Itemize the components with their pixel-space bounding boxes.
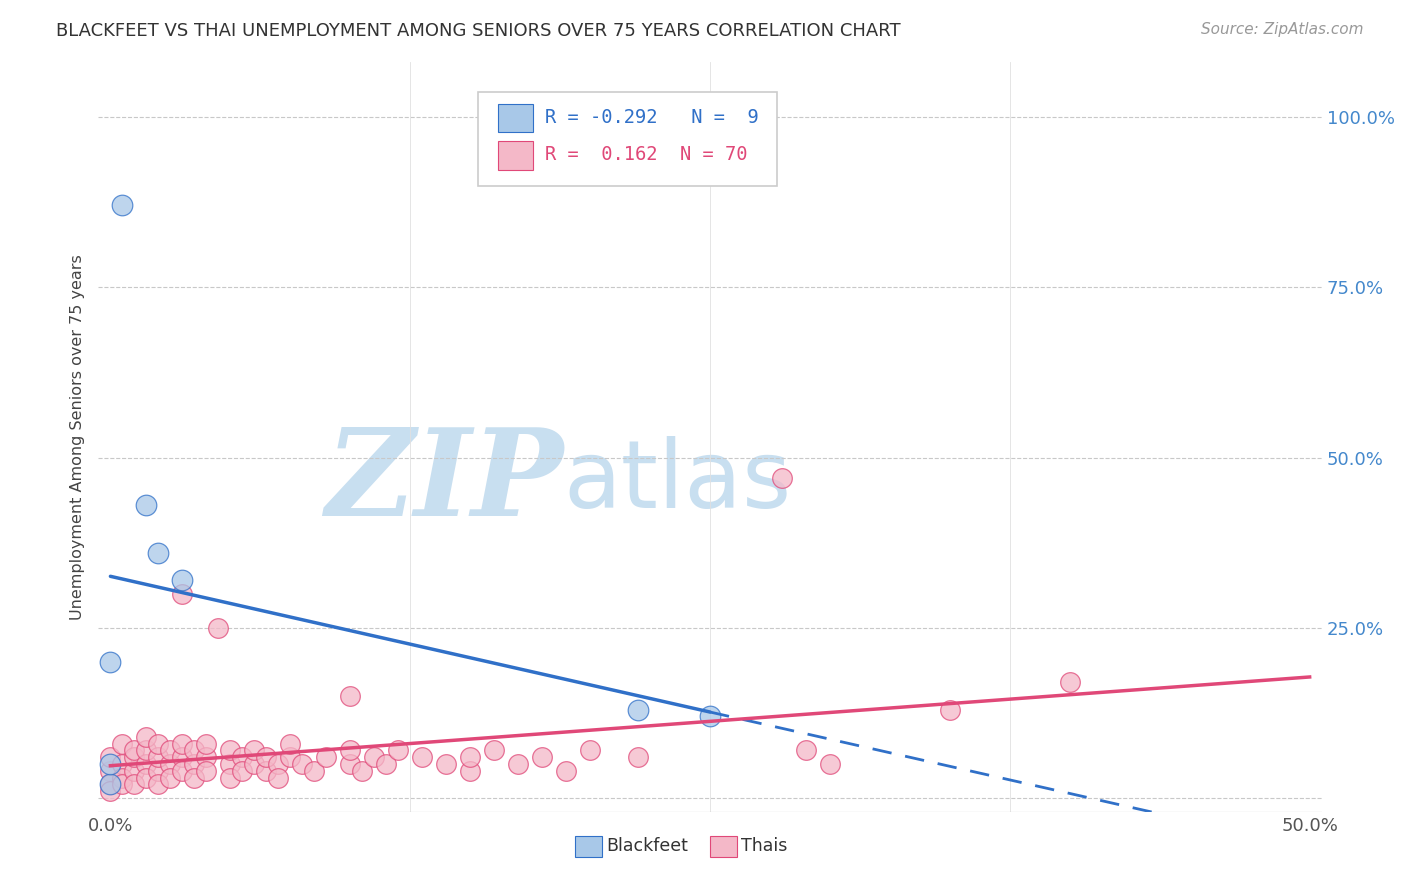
Text: Thais: Thais — [741, 838, 787, 855]
Point — [135, 743, 157, 757]
Point — [135, 730, 157, 744]
Point — [172, 587, 194, 601]
Point — [243, 743, 266, 757]
Point — [531, 750, 554, 764]
Point — [267, 771, 290, 785]
Point — [939, 702, 962, 716]
Point — [458, 750, 481, 764]
Point — [339, 757, 361, 772]
Point — [508, 757, 530, 772]
Point — [699, 709, 721, 723]
Point — [267, 757, 290, 772]
Point — [352, 764, 374, 778]
Point — [183, 757, 205, 772]
Text: BLACKFEET VS THAI UNEMPLOYMENT AMONG SENIORS OVER 75 YEARS CORRELATION CHART: BLACKFEET VS THAI UNEMPLOYMENT AMONG SEN… — [56, 22, 901, 40]
Point — [375, 757, 398, 772]
Point — [207, 621, 229, 635]
Point — [195, 764, 218, 778]
Text: Source: ZipAtlas.com: Source: ZipAtlas.com — [1201, 22, 1364, 37]
Point — [124, 777, 146, 791]
Point — [172, 737, 194, 751]
Point — [148, 546, 170, 560]
Bar — [498, 141, 533, 169]
Point — [100, 750, 122, 764]
Point — [124, 743, 146, 757]
Point — [135, 771, 157, 785]
Bar — [498, 103, 533, 132]
Point — [135, 757, 157, 772]
Point — [111, 198, 134, 212]
Point — [100, 764, 122, 778]
Point — [148, 764, 170, 778]
Point — [1059, 675, 1081, 690]
Point — [148, 777, 170, 791]
Point — [159, 743, 181, 757]
Point — [231, 750, 253, 764]
Point — [363, 750, 385, 764]
Point — [195, 737, 218, 751]
Point — [219, 743, 242, 757]
Point — [124, 764, 146, 778]
Point — [219, 771, 242, 785]
Point — [434, 757, 457, 772]
Point — [231, 764, 253, 778]
Point — [100, 777, 122, 791]
Point — [219, 757, 242, 772]
Point — [458, 764, 481, 778]
Point — [278, 737, 301, 751]
Y-axis label: Unemployment Among Seniors over 75 years: Unemployment Among Seniors over 75 years — [70, 254, 86, 620]
Point — [387, 743, 409, 757]
Point — [148, 737, 170, 751]
Point — [111, 771, 134, 785]
Bar — [710, 836, 737, 856]
Point — [339, 689, 361, 703]
Point — [183, 771, 205, 785]
Point — [100, 784, 122, 798]
Point — [159, 771, 181, 785]
Point — [124, 750, 146, 764]
Point — [172, 750, 194, 764]
Point — [555, 764, 578, 778]
Point — [627, 750, 650, 764]
Point — [100, 655, 122, 669]
Point — [304, 764, 326, 778]
Text: R = -0.292   N =  9: R = -0.292 N = 9 — [546, 108, 759, 127]
Point — [315, 750, 337, 764]
Point — [111, 737, 134, 751]
Point — [770, 471, 793, 485]
Point — [243, 757, 266, 772]
Point — [291, 757, 314, 772]
Point — [100, 777, 122, 791]
Point — [111, 777, 134, 791]
Point — [254, 764, 277, 778]
Point — [172, 764, 194, 778]
Point — [627, 702, 650, 716]
FancyBboxPatch shape — [478, 93, 778, 186]
Point — [482, 743, 505, 757]
Point — [339, 743, 361, 757]
Point — [100, 757, 122, 772]
Text: R =  0.162  N = 70: R = 0.162 N = 70 — [546, 145, 748, 164]
Point — [172, 573, 194, 587]
Point — [411, 750, 433, 764]
Point — [254, 750, 277, 764]
Point — [195, 750, 218, 764]
Point — [148, 750, 170, 764]
Bar — [575, 836, 602, 856]
Text: ZIP: ZIP — [325, 423, 564, 541]
Point — [278, 750, 301, 764]
Point — [183, 743, 205, 757]
Point — [159, 757, 181, 772]
Point — [111, 757, 134, 772]
Point — [135, 498, 157, 512]
Text: Blackfeet: Blackfeet — [606, 838, 688, 855]
Text: atlas: atlas — [564, 436, 792, 528]
Point — [794, 743, 817, 757]
Point — [579, 743, 602, 757]
Point — [818, 757, 841, 772]
